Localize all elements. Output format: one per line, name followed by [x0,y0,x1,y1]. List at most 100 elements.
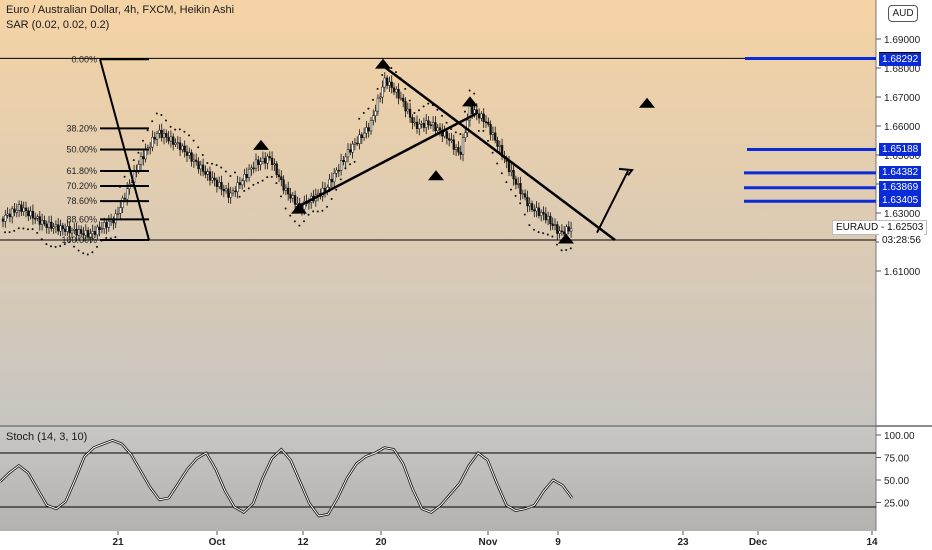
candle-body [408,108,412,118]
candle-body [342,160,345,163]
candle-body [36,216,39,219]
fib-level-label: 78.60% [66,196,97,206]
candle-body [103,222,106,229]
candle-body [98,226,101,230]
time-tick-label: 20 [375,537,387,548]
candle-body [61,225,64,230]
candle-body [169,136,173,142]
candle-body [112,219,115,224]
candle-body [75,228,78,236]
candle-body [443,131,446,137]
triangle-marker [291,203,307,214]
candle-body [116,213,120,215]
candle-body [367,127,370,132]
sar-dot [436,108,439,111]
candle-body [379,96,382,99]
candle-body [201,164,205,172]
candle-body [197,161,200,170]
candle-body [429,124,432,126]
candle-body [160,129,163,138]
candle-body [234,190,237,193]
sar-dot [514,194,517,197]
sar-dot [381,74,384,77]
candle-body [496,140,499,147]
candle-body [376,97,380,112]
candle-body [344,156,347,163]
candle-body [15,209,18,213]
candle-body [385,77,389,86]
sar-dot [192,139,195,142]
sar-dot [441,114,443,117]
currency-button[interactable]: AUD [888,5,918,22]
candle-body [167,137,170,142]
candle-body [220,182,223,190]
candle-body [199,164,202,170]
sar-dot [569,247,572,250]
candle-body [459,151,462,155]
sar-dot [556,243,558,246]
candle-body [420,123,423,125]
candle-body [11,208,14,218]
sar-dot [298,224,301,227]
candle-body [31,210,35,219]
sar-dot [427,102,430,105]
candle-body [434,122,437,131]
sar-dot [482,129,485,132]
sar-dot [505,181,508,184]
time-tick-label: 12 [297,537,309,548]
downtrend-line [381,64,616,241]
candle-body [142,156,145,160]
candle-body [360,134,363,138]
sar-dot [27,228,29,231]
candle-body [238,182,242,186]
sar-dot [220,166,223,169]
price-tick-label: 1.69000 [884,35,921,46]
candle-body [77,229,81,236]
candle-body [190,152,193,162]
sar-dot [174,128,177,131]
candle-body [526,196,529,207]
candle-body [507,161,511,172]
triangle-marker [462,96,478,107]
sar-dot [206,161,209,164]
candle-body [535,207,538,212]
sar-dot [464,110,466,113]
candle-body [374,110,377,117]
price-badge: 1.68292 [879,52,922,66]
sar-dot [96,245,98,248]
candle-body [402,97,405,102]
candle-body [6,213,9,216]
candle-body [277,174,281,178]
candle-body [185,151,189,156]
candle-body [224,188,228,192]
sar-dot [77,249,80,252]
sar-dot [22,227,25,230]
time-tick-label: 14 [866,537,878,548]
candle-body [330,178,334,183]
sar-dot [542,232,545,235]
candle-body [369,120,373,132]
candle-body [293,195,297,205]
candle-body [1,218,5,222]
sar-dot [477,129,480,132]
sar-dot [293,220,296,223]
stoch-k-line [0,439,573,517]
sar-dot [418,109,420,112]
sar-dot [169,125,172,128]
candle-body [208,171,212,181]
current-price-label: EURAUD - 1.62503 [832,220,928,236]
sar-dot [50,245,52,248]
candle-body [13,208,16,213]
candle-body [491,132,495,135]
candle-body [270,157,274,166]
sar-dot [36,231,39,234]
candle-body [63,228,67,232]
sar-dot [454,131,457,134]
projection-arrowhead [618,167,634,176]
candle-body [123,197,127,200]
candle-body [353,142,357,145]
sar-dot [367,107,370,110]
candle-body [289,193,292,199]
candle-body [130,182,133,185]
fib-level-label: 61.80% [66,166,97,176]
